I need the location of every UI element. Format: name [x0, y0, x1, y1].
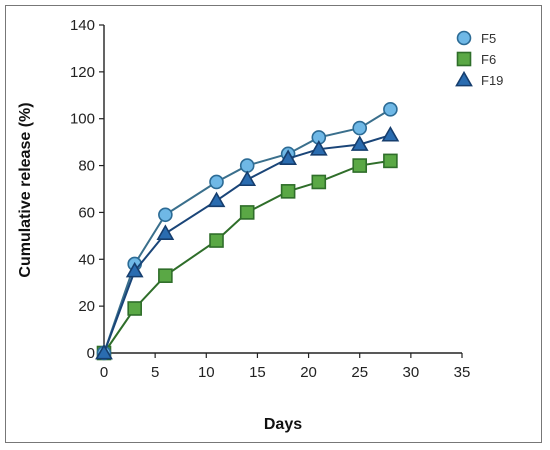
x-axis-title: Days — [264, 416, 302, 433]
data-point-circle — [158, 207, 173, 223]
data-point-square — [158, 268, 173, 283]
series-layer — [95, 102, 400, 361]
data-point-triangle — [125, 261, 144, 278]
y-tick-label: 100 — [70, 111, 95, 128]
data-point-circle — [383, 102, 398, 117]
data-point-square — [383, 153, 398, 169]
y-tick-label: 80 — [78, 158, 95, 175]
series-f5 — [96, 102, 398, 361]
x-tick-label: 10 — [198, 364, 215, 381]
data-point-circle — [209, 174, 224, 190]
y-tick-label: 20 — [78, 298, 95, 315]
legend-item-f5: F5 — [456, 30, 496, 46]
y-tick-label: 120 — [70, 64, 95, 81]
data-point-triangle — [238, 170, 257, 187]
legend-label: F5 — [481, 31, 496, 46]
data-point-square — [352, 158, 368, 173]
x-tick-label: 20 — [300, 364, 317, 381]
data-point-square — [311, 174, 327, 190]
data-point-triangle — [156, 224, 175, 240]
legend-label: F19 — [481, 73, 503, 88]
legend-item-f19: F19 — [455, 70, 503, 88]
data-point-square — [456, 51, 472, 67]
data-point-triangle — [207, 191, 226, 208]
x-tick-label: 35 — [454, 364, 471, 381]
x-tick-label: 15 — [249, 364, 266, 381]
data-point-square — [209, 233, 224, 248]
data-point-triangle — [309, 140, 328, 156]
series-f19 — [95, 126, 400, 360]
x-tick-label: 5 — [151, 364, 159, 381]
data-point-circle — [352, 120, 368, 136]
x-tick-label: 30 — [403, 364, 420, 381]
legend-label: F6 — [481, 52, 496, 67]
legend: F5 F6 F19 — [455, 30, 503, 88]
data-point-square — [280, 184, 296, 199]
data-point-square — [127, 301, 142, 316]
y-tick-label: 0 — [87, 345, 95, 362]
y-axis-title: Cumulative release (%) — [17, 102, 34, 277]
y-tick-label: 40 — [78, 251, 95, 268]
chart-frame — [5, 5, 542, 443]
data-point-triangle — [279, 149, 297, 165]
y-tick-label: 60 — [78, 204, 95, 221]
x-tick-label: 25 — [351, 364, 368, 381]
axes: 0 20 40 60 80 100 120 140 0 5 10 15 20 25 30 35 — [70, 17, 470, 381]
data-point-square — [239, 205, 255, 220]
data-point-triangle — [455, 70, 473, 87]
data-point-triangle — [381, 126, 400, 142]
data-point-triangle — [95, 343, 113, 360]
y-tick-label: 140 — [70, 17, 95, 34]
x-tick-label: 0 — [100, 364, 108, 381]
data-point-triangle — [350, 135, 369, 151]
data-point-circle — [239, 158, 255, 173]
legend-item-f6: F6 — [456, 51, 496, 67]
data-point-circle — [456, 30, 472, 46]
